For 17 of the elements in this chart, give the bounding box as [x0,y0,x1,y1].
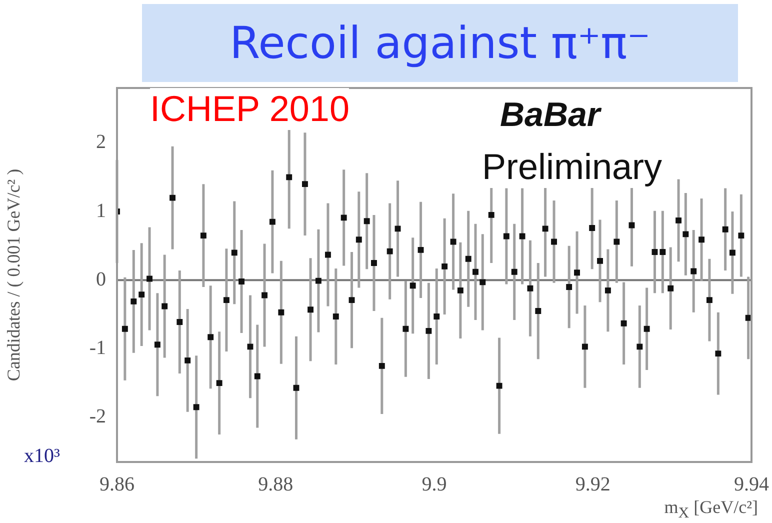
x-tick-label: 9.88 [258,473,294,496]
annotation: BaBar [500,96,600,135]
y-tick-label: 1 [96,200,106,222]
x-tick-label: 9.86 [100,473,134,496]
y-tick-label: 2 [96,131,106,154]
x-tick-label: 9.9 [422,473,447,496]
x-axis-title: m$_{X}$ [GeV/c²] [664,497,758,523]
text: x10³ [24,445,60,468]
y-tick-label: -2 [89,406,106,428]
annotation: ICHEP 2010 [150,88,350,130]
annotation: Preliminary [482,146,662,188]
y-tick-label: 0 [96,268,106,290]
y-axis-title: Candidates / ( 0.001 GeV/c² ) [4,168,24,382]
x-tick-label: 9.94 [734,473,769,496]
x-tick-label: 9.92 [575,473,610,496]
chart-title: Recoil against π⁺π⁻ [142,4,738,82]
y-tick-label: -1 [89,337,106,360]
